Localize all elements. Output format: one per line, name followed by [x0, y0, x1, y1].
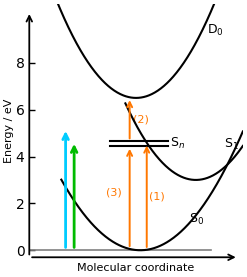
Text: S$_1$: S$_1$	[224, 137, 238, 152]
Text: (2): (2)	[133, 114, 149, 124]
Text: (1): (1)	[149, 191, 165, 201]
Text: S$_0$: S$_0$	[189, 212, 205, 227]
Y-axis label: Energy / eV: Energy / eV	[4, 99, 14, 163]
Text: D$_0$: D$_0$	[206, 23, 223, 38]
Text: (3): (3)	[106, 188, 122, 198]
X-axis label: Molecular coordinate: Molecular coordinate	[78, 263, 195, 273]
Text: S$_n$: S$_n$	[170, 136, 185, 151]
